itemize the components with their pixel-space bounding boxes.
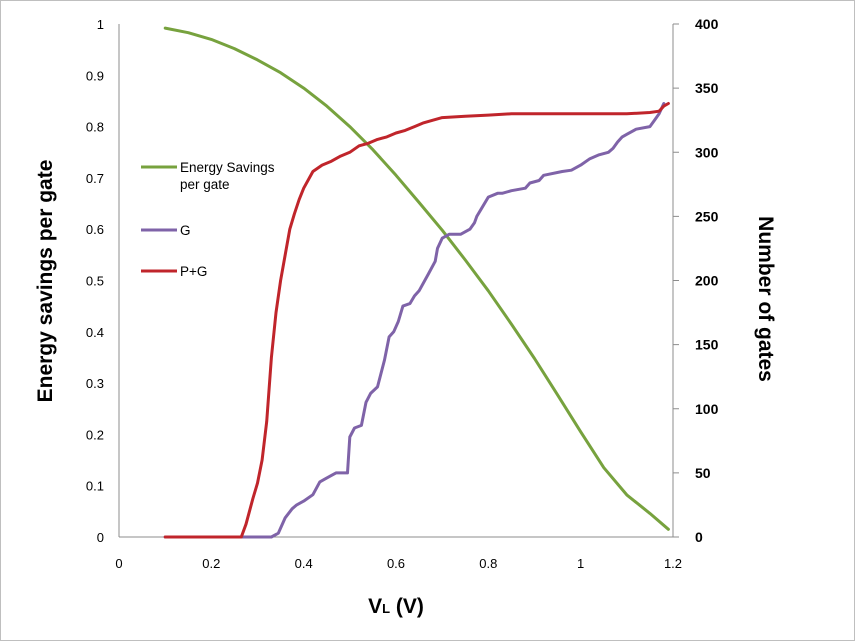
right-y-tick-label-2: 100	[695, 401, 719, 417]
left-y-tick-label-9: 0.9	[86, 68, 104, 83]
x-tick-label-1: 0.2	[202, 556, 220, 571]
left-y-tick-label-10: 1	[97, 17, 104, 32]
series-energy-savings-line	[163, 26, 670, 531]
legend: Energy Savings per gate G P+G	[141, 160, 275, 279]
left-y-tick-label-7: 0.7	[86, 171, 104, 186]
legend-label-energy-savings-line2: per gate	[180, 177, 230, 192]
left-y-tick-label-3: 0.3	[86, 376, 104, 391]
left-y-tick-label-8: 0.8	[86, 120, 104, 135]
left-y-tick-label-1: 0.1	[86, 479, 104, 494]
series-g-line	[163, 102, 666, 539]
series-group	[163, 26, 670, 539]
right-y-tick-label-6: 300	[695, 144, 719, 160]
left-y-tick-label-4: 0.4	[86, 325, 104, 340]
x-tick-label-4: 0.8	[479, 556, 497, 571]
x-tick-label-2: 0.4	[295, 556, 313, 571]
right-y-tick-label-7: 350	[695, 80, 719, 96]
x-axis-title-rest: (V)	[390, 595, 424, 618]
legend-label-p-plus-g: P+G	[180, 264, 207, 279]
x-axis-title-main: V	[368, 595, 382, 618]
right-y-tick-labels: 0 50 100 150 200 250 300 350 400	[673, 16, 719, 545]
x-tick-label-0: 0	[115, 556, 122, 571]
x-tick-labels: 0 0.2 0.4 0.6 0.8 1 1.2	[115, 556, 682, 571]
legend-label-energy-savings-line1: Energy Savings	[180, 160, 275, 175]
left-y-axis-title: Energy savings per gate	[34, 160, 57, 403]
legend-label-g: G	[180, 223, 191, 238]
right-y-tick-label-4: 200	[695, 273, 719, 289]
x-axis-title-sub: L	[382, 601, 390, 616]
x-tick-label-6: 1.2	[664, 556, 682, 571]
left-y-tick-label-2: 0.2	[86, 427, 104, 442]
axes-group	[118, 24, 674, 538]
x-axis-title: VL (V)	[368, 595, 424, 618]
right-y-tick-label-5: 250	[695, 208, 719, 224]
left-y-tick-labels: 0 0.1 0.2 0.3 0.4 0.5 0.6 0.7 0.8 0.9 1	[86, 17, 104, 545]
right-y-tick-label-0: 0	[695, 529, 703, 545]
left-y-tick-label-6: 0.6	[86, 222, 104, 237]
right-y-tick-label-3: 150	[695, 337, 719, 353]
left-y-tick-label-5: 0.5	[86, 274, 104, 289]
series-p-plus-g-line	[163, 102, 670, 539]
right-y-tick-label-1: 50	[695, 465, 711, 481]
right-y-axis-title: Number of gates	[754, 216, 777, 382]
right-y-tick-label-8: 400	[695, 16, 719, 32]
x-tick-label-3: 0.6	[387, 556, 405, 571]
left-y-tick-label-0: 0	[97, 530, 104, 545]
x-tick-label-5: 1	[577, 556, 584, 571]
